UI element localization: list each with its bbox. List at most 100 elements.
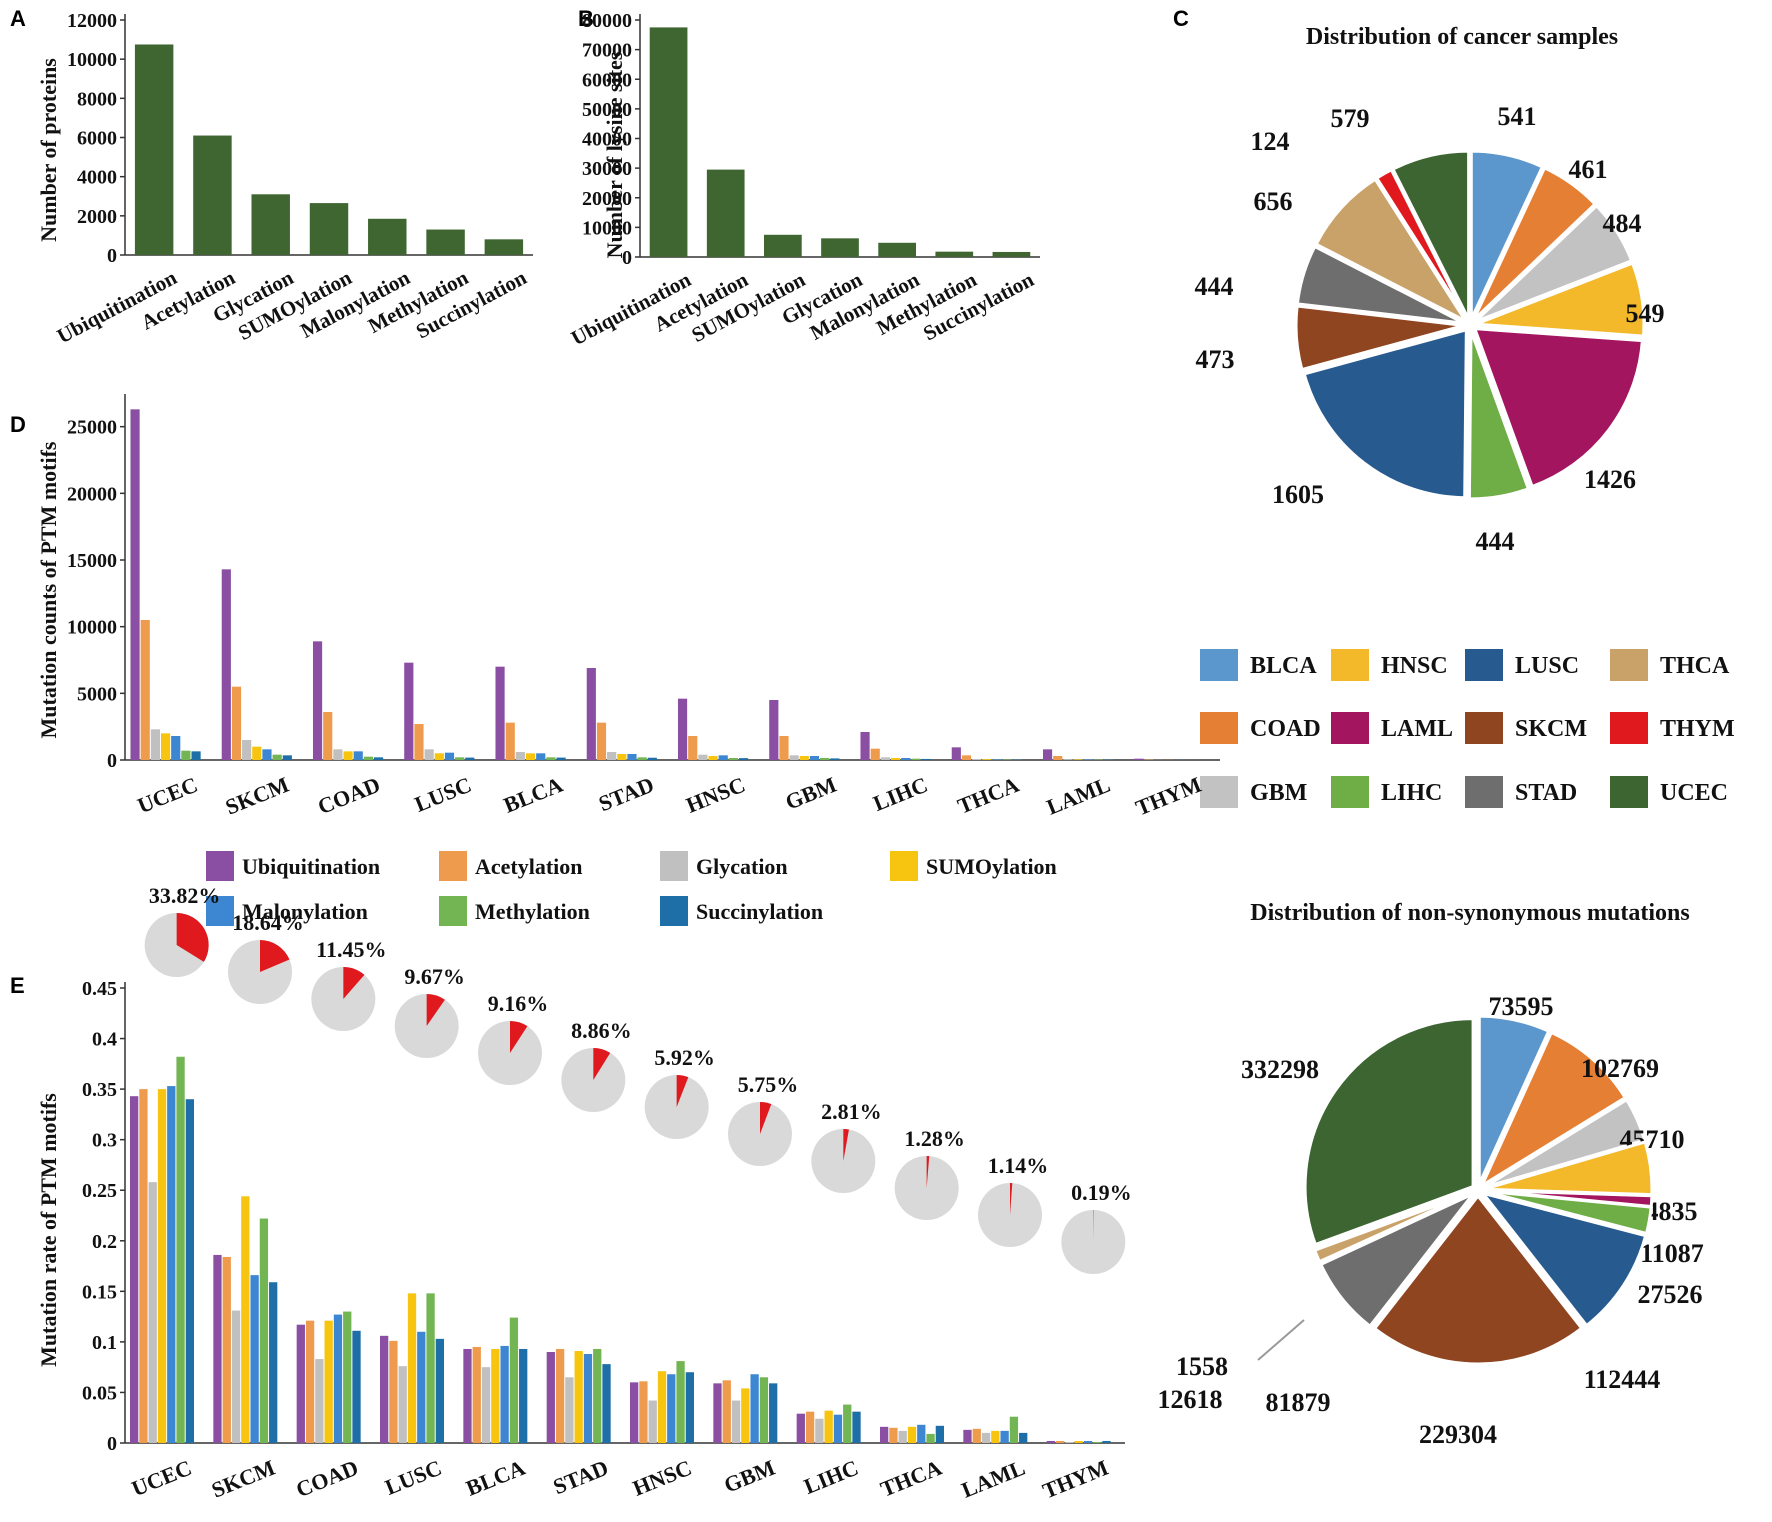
bar-coad-methylation [343, 1311, 352, 1443]
pie-value-label: 549 [1626, 299, 1665, 328]
bar-thym-succinylation [1102, 1440, 1111, 1443]
bar-coad-malonylation [353, 751, 363, 760]
bar-methylation [935, 251, 974, 257]
bar-coad-methylation [363, 756, 373, 760]
bar-laml-methylation [1009, 1416, 1019, 1443]
pie-leader-line [1257, 1319, 1305, 1361]
inset-pie-label: 11.45% [316, 937, 386, 962]
cancer-legend: BLCA HNSC LUSC THCA COAD LAML SKCM THYM GBM LIHC S… [1200, 649, 1735, 808]
x-tick-label: STAD [550, 1455, 612, 1500]
bar-ucec-succinylation [185, 1099, 194, 1443]
pie-slice-blca [1477, 1014, 1551, 1185]
bar-ucec-sumoylation [157, 1089, 167, 1443]
ptm-legend: Ubiquitination Acetylation Glycation SUMOyl… [206, 851, 1057, 926]
pie-slice-thca [1314, 177, 1470, 325]
legend-swatch-succinylation [660, 896, 688, 926]
pie-slice-lusc [1302, 327, 1468, 500]
y-tick-label: 0.15 [82, 1281, 117, 1303]
inset-pie-label: 9.67% [404, 964, 465, 989]
pie-slice-skcm [1372, 1193, 1584, 1366]
bar-gbm-methylation [759, 1377, 769, 1443]
inset-pie-slice [260, 940, 290, 972]
panel-label-b: B [578, 6, 594, 31]
bar-ucec-succinylation [191, 751, 201, 760]
x-tick-label: LIHC [870, 772, 932, 816]
inset-pie-slice [760, 1102, 772, 1134]
bar-stad-sumoylation [574, 1350, 583, 1443]
bar-blca-malonylation [500, 1345, 509, 1443]
bar-stad-succinylation [647, 757, 657, 760]
x-tick-label: BLCA [500, 772, 566, 818]
y-tick-label: 15000 [67, 550, 117, 572]
pie-value-label: 473 [1196, 345, 1235, 374]
pie-slice-lihc [1467, 330, 1531, 501]
y-tick-label: 5000 [77, 683, 117, 705]
inset-pie-slice [676, 1075, 689, 1107]
bar-thym-acetylation [1055, 1440, 1065, 1443]
legend-swatch-blca [1200, 649, 1238, 681]
pie-value-label: 1558 [1176, 1352, 1228, 1381]
y-tick-label: 0 [107, 245, 117, 267]
bar-stad-malonylation [627, 754, 637, 760]
y-tick-label: 0.2 [92, 1231, 117, 1253]
bar-stad-malonylation [583, 1354, 593, 1443]
bar-laml-ubiquitination [963, 1429, 972, 1443]
bar-hnsc-succinylation [685, 1372, 694, 1443]
inset-pie-slice [926, 1156, 930, 1188]
bar-lusc-succinylation [435, 1338, 444, 1443]
y-tick-label: 10000 [582, 217, 632, 239]
legend-swatch-lusc [1465, 649, 1503, 681]
bar-gbm-glycation [789, 755, 799, 760]
bar-thca-ubiquitination [951, 747, 961, 760]
x-tick-label: THYM [1039, 1455, 1112, 1504]
bar-skcm-malonylation [250, 1275, 259, 1443]
bar-stad-succinylation [602, 1364, 611, 1443]
panel-b-ylabel: Number of lysine sites [602, 51, 627, 258]
inset-pie-slice [510, 1021, 528, 1053]
bar-stad-ubiquitination [586, 668, 596, 760]
bar-blca-acetylation [505, 722, 515, 760]
bar-gbm-succinylation [769, 1383, 778, 1443]
bar-ucec-methylation [181, 750, 191, 760]
bar-lihc-glycation [815, 1418, 824, 1443]
pie-value-label: 1605 [1272, 480, 1324, 509]
y-tick-label: 2000 [77, 206, 117, 228]
x-tick-label: LAML [958, 1455, 1029, 1503]
pie-value-label: 484 [1603, 209, 1642, 238]
legend-swatch-hnsc [1331, 649, 1369, 681]
bar-hnsc-sumoylation [708, 756, 718, 760]
bar-lusc-glycation [398, 1366, 407, 1443]
bar-blca-malonylation [536, 753, 546, 760]
bar-coad-ubiquitination [312, 641, 323, 760]
y-tick-label: 6000 [77, 128, 117, 150]
bar-gbm-sumoylation [799, 756, 809, 760]
bar-coad-sumoylation [324, 1320, 333, 1443]
bar-thca-acetylation [889, 1427, 898, 1443]
panel-a-ylabel: Number of proteins [36, 58, 61, 242]
bar-skcm-sumoylation [241, 1196, 250, 1443]
bar-skcm-sumoylation [252, 746, 262, 760]
bar-blca-acetylation [472, 1346, 481, 1443]
pie-slice-gbm [1482, 1097, 1647, 1190]
bar-lusc-sumoylation [407, 1293, 417, 1443]
bar-laml-malonylation [1083, 759, 1093, 760]
inset-pie-label: 5.75% [738, 1072, 799, 1097]
legend-swatch-gbm [1200, 776, 1238, 808]
x-tick-label: HNSC [683, 772, 749, 818]
y-tick-label: 30000 [582, 158, 632, 180]
legend-label: LIHC [1381, 780, 1442, 806]
panel-d-grouped-bar-chart: D Mutation counts of PTM motifs Ubiquiti… [10, 394, 1220, 926]
pie-value-label: 332298 [1241, 1055, 1319, 1084]
inset-pie-label: 33.82% [149, 883, 221, 908]
x-tick-label: LIHC [800, 1455, 862, 1499]
bar-stad-ubiquitination [546, 1352, 555, 1443]
bar-hnsc-methylation [676, 1361, 685, 1443]
bar-skcm-acetylation [222, 1256, 231, 1443]
x-tick-label: GBM [720, 1455, 778, 1498]
bar-ucec-glycation [150, 729, 160, 760]
x-tick-label: SKCM [222, 772, 293, 820]
bar-succinylation [484, 239, 524, 255]
panel-label-e: E [10, 973, 25, 998]
panel-c-pie-charts: C Distribution of cancer samples Distrib… [1158, 6, 1735, 1449]
